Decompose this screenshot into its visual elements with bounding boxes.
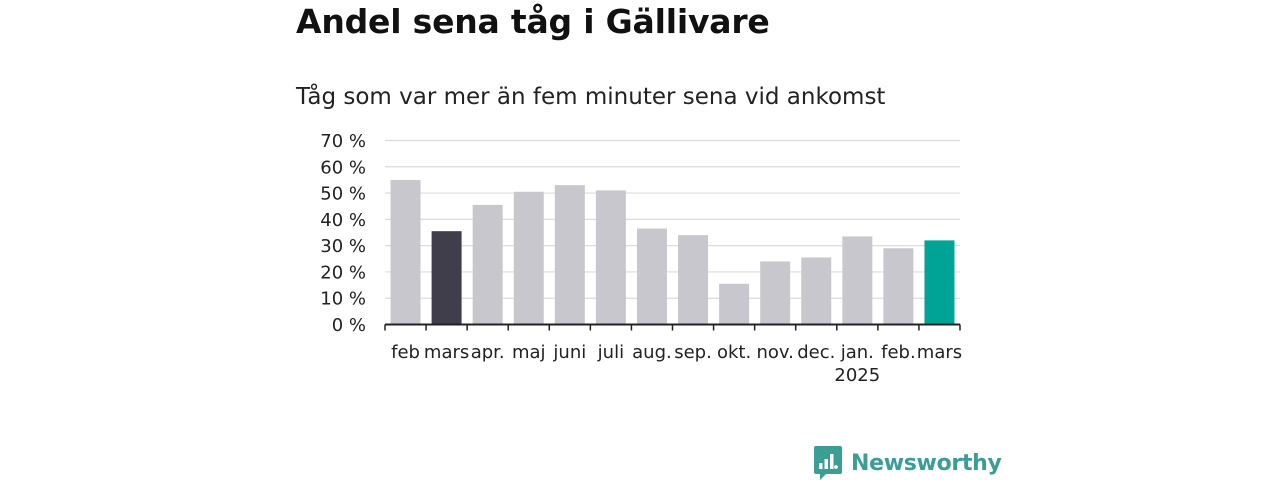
- x-tick-label: juli: [597, 342, 624, 363]
- y-tick-label: 10 %: [320, 289, 366, 310]
- x-axis: [384, 323, 961, 331]
- bar: [924, 240, 955, 325]
- x-axis-labels: feb mars apr. maj juni juli aug. sep. okt. nov. de…: [391, 342, 962, 386]
- y-axis-labels: 0 % 10 % 20 % 30 % 40 % 50 % 60 % 70 %: [320, 131, 366, 336]
- newsworthy-logo: Newsworthy: [814, 446, 1002, 480]
- bar: [431, 231, 462, 325]
- logo-text: Newsworthy: [851, 450, 1002, 476]
- x-tick-label: feb: [391, 342, 420, 363]
- x-tick-label: apr.: [471, 342, 505, 363]
- bar: [678, 235, 709, 325]
- chart-subtitle: Tåg som var mer än fem minuter sena vid …: [296, 84, 886, 110]
- bar: [842, 236, 873, 325]
- bar: [760, 261, 791, 325]
- x-tick-label: mars: [424, 342, 469, 363]
- y-tick-label: 30 %: [320, 236, 366, 257]
- x-tick-label: feb.: [881, 342, 916, 363]
- x-tick-label: juni: [552, 342, 586, 363]
- bars: [390, 179, 955, 325]
- y-tick-label: 40 %: [320, 210, 366, 231]
- x-tick-label: dec.: [797, 342, 835, 363]
- y-tick-label: 20 %: [320, 262, 366, 283]
- bar: [801, 257, 832, 325]
- x-year-label: 2025: [834, 365, 880, 386]
- x-tick-label: aug.: [632, 342, 672, 363]
- gridlines: [385, 139, 960, 299]
- bar: [883, 248, 914, 325]
- bar: [472, 204, 503, 325]
- y-tick-label: 60 %: [320, 157, 366, 178]
- bar: [595, 190, 626, 325]
- y-tick-label: 50 %: [320, 184, 366, 205]
- newsworthy-bar-chart-icon: [814, 446, 842, 480]
- y-tick-label: 0 %: [332, 315, 366, 336]
- x-tick-label: okt.: [717, 342, 751, 363]
- bar: [554, 185, 585, 325]
- x-tick-label: jan.: [840, 342, 874, 363]
- x-tick-label: maj: [512, 342, 546, 363]
- y-tick-label: 70 %: [320, 131, 366, 152]
- bar: [719, 283, 750, 325]
- x-tick-label: sep.: [674, 342, 712, 363]
- bar: [636, 228, 667, 325]
- bar: [390, 179, 421, 325]
- x-tick-label: mars: [917, 342, 962, 363]
- chart-title: Andel sena tåg i Gällivare: [296, 2, 770, 41]
- bar: [513, 191, 544, 325]
- x-tick-label: nov.: [756, 342, 793, 363]
